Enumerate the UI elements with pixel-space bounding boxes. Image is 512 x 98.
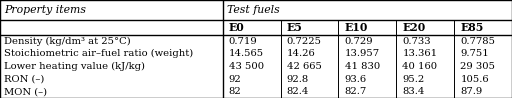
Text: 0.733: 0.733 — [402, 37, 431, 46]
Text: 43 500: 43 500 — [229, 62, 264, 71]
Text: 0.7225: 0.7225 — [287, 37, 322, 46]
Text: 29 305: 29 305 — [460, 62, 495, 71]
Text: 105.6: 105.6 — [460, 75, 489, 83]
Text: 92: 92 — [229, 75, 242, 83]
Text: 92.8: 92.8 — [287, 75, 309, 83]
Text: 82: 82 — [229, 87, 242, 96]
Text: E0: E0 — [229, 22, 245, 33]
Text: 14.565: 14.565 — [229, 49, 264, 58]
Text: 13.957: 13.957 — [345, 49, 380, 58]
Text: E85: E85 — [460, 22, 484, 33]
Text: E5: E5 — [287, 22, 303, 33]
Text: E10: E10 — [345, 22, 368, 33]
Text: 83.4: 83.4 — [402, 87, 425, 96]
Text: Test fuels: Test fuels — [227, 5, 280, 15]
Text: 42 665: 42 665 — [287, 62, 322, 71]
Text: 13.361: 13.361 — [402, 49, 438, 58]
Text: 14.26: 14.26 — [287, 49, 315, 58]
Text: Density (kg/dm³ at 25°C): Density (kg/dm³ at 25°C) — [4, 37, 131, 46]
Text: 40 160: 40 160 — [402, 62, 438, 71]
Text: MON (–): MON (–) — [4, 87, 47, 96]
Text: 95.2: 95.2 — [402, 75, 424, 83]
Text: 87.9: 87.9 — [460, 87, 482, 96]
Text: Lower heating value (kJ/kg): Lower heating value (kJ/kg) — [4, 62, 145, 71]
Text: 0.729: 0.729 — [345, 37, 373, 46]
Text: E20: E20 — [402, 22, 425, 33]
Text: 82.4: 82.4 — [287, 87, 309, 96]
Text: 0.719: 0.719 — [229, 37, 258, 46]
Text: Stoichiometric air–fuel ratio (weight): Stoichiometric air–fuel ratio (weight) — [4, 49, 194, 58]
Text: 82.7: 82.7 — [345, 87, 367, 96]
Text: 93.6: 93.6 — [345, 75, 367, 83]
Text: 9.751: 9.751 — [460, 49, 489, 58]
Text: RON (–): RON (–) — [4, 75, 45, 83]
Text: 0.7785: 0.7785 — [460, 37, 495, 46]
Text: Property items: Property items — [4, 5, 86, 15]
Text: 41 830: 41 830 — [345, 62, 380, 71]
